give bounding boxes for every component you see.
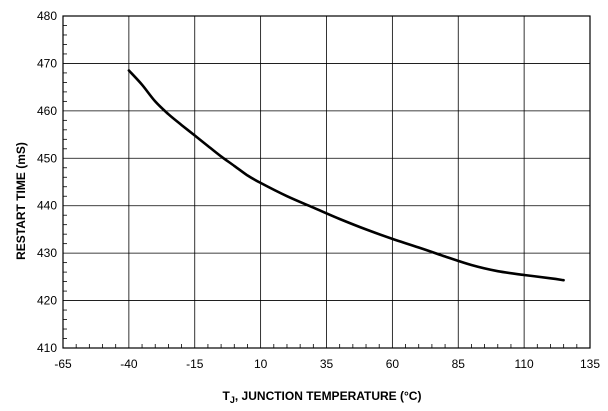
x-tick-label: 35	[320, 357, 334, 371]
minor-ticks	[63, 25, 578, 348]
x-tick-label: 135	[580, 357, 600, 371]
y-tick-label: 430	[37, 246, 57, 260]
x-axis-title-main: T	[223, 389, 231, 403]
x-axis-title: TJ, JUNCTION TEMPERATURE (°C)	[223, 389, 422, 405]
x-tick-label: 110	[515, 357, 534, 371]
x-tick-labels: -65 -40 -15 10 35 60 85 110 135	[54, 357, 600, 371]
y-tick-label: 420	[37, 294, 57, 308]
x-tick-label: 85	[452, 357, 466, 371]
x-tick-label: 60	[386, 357, 400, 371]
plot-frame	[62, 15, 591, 349]
y-tick-label: 440	[37, 199, 57, 213]
y-tick-label: 450	[37, 151, 57, 165]
x-axis-title-rest: , JUNCTION TEMPERATURE (°C)	[235, 389, 422, 403]
x-tick-label: -65	[54, 357, 72, 371]
x-tick-label: -15	[186, 357, 204, 371]
series-group	[127, 69, 565, 282]
y-tick-labels: 410 420 430 440 450 460 470 480	[37, 9, 57, 355]
grid-lines	[62, 15, 591, 349]
y-axis-title: RESTART TIME (mS)	[14, 142, 28, 260]
x-tick-label: 10	[254, 357, 268, 371]
x-tick-label: -40	[120, 357, 138, 371]
y-tick-label: 460	[37, 104, 57, 118]
x-axis-title-subscript: J	[230, 395, 235, 405]
y-tick-label: 470	[37, 56, 57, 70]
y-tick-label: 410	[37, 341, 57, 355]
series-line	[127, 69, 565, 282]
y-tick-label: 480	[37, 9, 57, 23]
